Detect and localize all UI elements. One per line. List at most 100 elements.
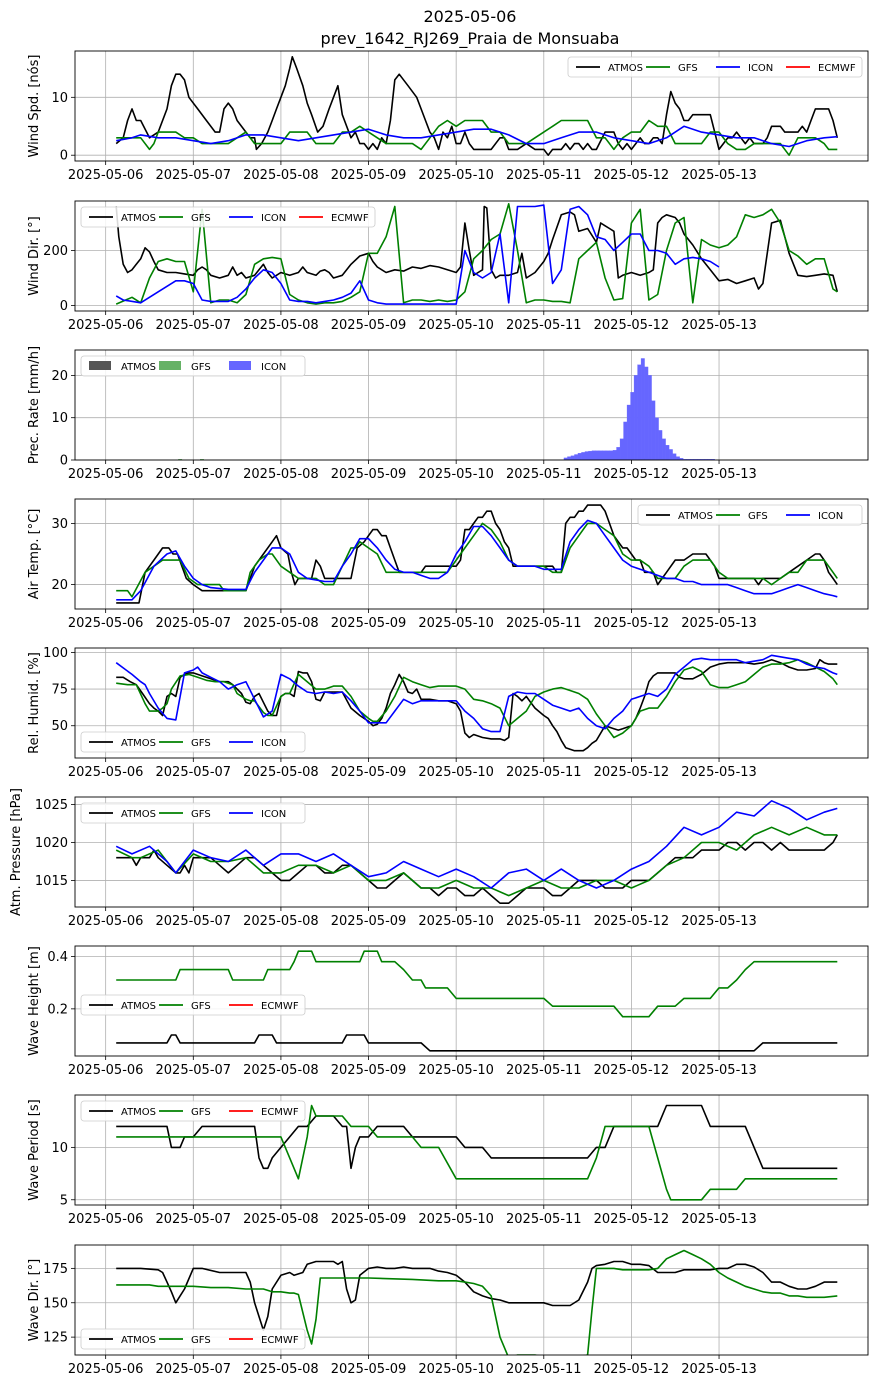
series-line-icon bbox=[116, 125, 838, 148]
x-tick-label: 2025-05-13 bbox=[681, 1063, 757, 1078]
x-tick-label: 2025-05-13 bbox=[681, 168, 757, 183]
legend-label-atmos: ATMOS bbox=[678, 511, 713, 522]
x-tick-label: 2025-05-09 bbox=[331, 318, 407, 333]
legend: ATMOS GFS ICON bbox=[80, 355, 306, 377]
bar-icon bbox=[581, 452, 586, 460]
x-tick-label: 2025-05-06 bbox=[68, 168, 144, 183]
x-tick-label: 2025-05-10 bbox=[418, 467, 494, 482]
x-tick-label: 2025-05-08 bbox=[243, 1362, 319, 1377]
x-tick-label: 2025-05-12 bbox=[594, 1063, 670, 1078]
x-tick-label: 2025-05-08 bbox=[243, 467, 319, 482]
legend-box bbox=[637, 504, 863, 526]
panel-5: 2025-05-06 2025-05-07 2025-05-08 2025-05-09… bbox=[27, 646, 869, 780]
x-tick-label: 2025-05-08 bbox=[243, 765, 319, 780]
figure-title-station: prev_1642_RJ269_Praia de Monsuaba bbox=[321, 29, 620, 49]
series-line-atmos bbox=[116, 504, 838, 604]
bar-icon bbox=[654, 417, 659, 460]
bar-icon bbox=[633, 375, 638, 460]
x-tick-label: 2025-05-08 bbox=[243, 168, 319, 183]
bar-icon bbox=[567, 456, 572, 460]
bar-icon bbox=[626, 404, 631, 460]
legend-label-atmos: ATMOS bbox=[121, 1335, 156, 1346]
bar-icon bbox=[640, 358, 645, 460]
x-tick-label: 2025-05-11 bbox=[506, 467, 582, 482]
axes-frame bbox=[74, 945, 869, 1057]
axes-frame bbox=[74, 1244, 869, 1356]
series-line-gfs bbox=[116, 658, 838, 739]
x-tick-label: 2025-05-11 bbox=[506, 1063, 582, 1078]
legend-label-gfs: GFS bbox=[191, 1335, 211, 1346]
x-tick-label: 2025-05-07 bbox=[156, 1063, 232, 1078]
series-line-gfs bbox=[116, 1249, 838, 1355]
legend-label-icon: ICON bbox=[748, 63, 773, 74]
legend-box bbox=[80, 1100, 306, 1122]
legend-label-ecmwf: ECMWF bbox=[818, 63, 856, 74]
x-tick-label: 2025-05-10 bbox=[418, 1212, 494, 1227]
series-line-atmos bbox=[116, 1260, 838, 1332]
series-line-gfs bbox=[115, 203, 838, 305]
bar-icon bbox=[574, 454, 579, 460]
legend: ATMOS GFS ICON bbox=[637, 504, 863, 526]
x-tick-label: 2025-05-12 bbox=[594, 914, 670, 929]
series-line-icon bbox=[115, 204, 720, 305]
x-tick-label: 2025-05-13 bbox=[681, 467, 757, 482]
panel-2: 2025-05-06 2025-05-07 2025-05-08 2025-05-09… bbox=[27, 200, 869, 333]
legend: ATMOS GFS ICON bbox=[80, 731, 306, 753]
y-axis-label: Wind Spd. [nós] bbox=[27, 55, 42, 158]
legend-label-gfs: GFS bbox=[191, 738, 211, 749]
legend-box bbox=[80, 206, 376, 228]
bar-icon bbox=[595, 450, 600, 460]
x-tick-label: 2025-05-10 bbox=[418, 765, 494, 780]
x-tick-label: 2025-05-09 bbox=[331, 168, 407, 183]
x-tick-label: 2025-05-10 bbox=[418, 1362, 494, 1377]
series-line-atmos bbox=[116, 834, 838, 904]
bar-icon bbox=[577, 453, 582, 460]
legend-label-atmos: ATMOS bbox=[608, 63, 643, 74]
panel-8: 2025-05-06 2025-05-07 2025-05-08 2025-05-09… bbox=[27, 1094, 869, 1227]
legend-label-gfs: GFS bbox=[678, 63, 698, 74]
x-tick-label: 2025-05-06 bbox=[68, 1212, 144, 1227]
legend-box bbox=[80, 1328, 306, 1350]
x-tick-label: 2025-05-12 bbox=[594, 1212, 670, 1227]
x-tick-label: 2025-05-13 bbox=[681, 1362, 757, 1377]
legend-label-ecmwf: ECMWF bbox=[261, 1001, 299, 1012]
series-line-atmos bbox=[116, 658, 838, 752]
bar-icon bbox=[605, 450, 610, 460]
y-axis-label: Rel. Humid. [%] bbox=[27, 652, 42, 754]
panel-7: 2025-05-06 2025-05-07 2025-05-08 2025-05-09… bbox=[27, 945, 869, 1078]
y-tick-label: 50 bbox=[51, 719, 68, 734]
axes-frame bbox=[74, 647, 869, 759]
x-tick-label: 2025-05-06 bbox=[68, 765, 144, 780]
bar-icon bbox=[570, 455, 575, 460]
x-tick-label: 2025-05-08 bbox=[243, 616, 319, 631]
axes-frame bbox=[74, 1094, 869, 1206]
x-tick-label: 2025-05-13 bbox=[681, 318, 757, 333]
legend-box bbox=[80, 994, 306, 1016]
legend-label-atmos: ATMOS bbox=[121, 809, 156, 820]
data-layer bbox=[178, 358, 715, 460]
x-tick-label: 2025-05-07 bbox=[156, 168, 232, 183]
x-tick-label: 2025-05-08 bbox=[243, 318, 319, 333]
legend-swatch-icon bbox=[229, 361, 251, 370]
series-line-atmos bbox=[115, 205, 839, 293]
x-tick-label: 2025-05-09 bbox=[331, 1212, 407, 1227]
x-tick-label: 2025-05-07 bbox=[156, 318, 232, 333]
bar-icon bbox=[584, 451, 589, 460]
x-tick-label: 2025-05-11 bbox=[506, 1362, 582, 1377]
x-tick-label: 2025-05-13 bbox=[681, 914, 757, 929]
series-line-icon bbox=[115, 654, 838, 733]
x-tick-label: 2025-05-12 bbox=[594, 467, 670, 482]
x-tick-label: 2025-05-11 bbox=[506, 765, 582, 780]
y-tick-label: 1025 bbox=[35, 798, 68, 813]
series-line-gfs bbox=[116, 1104, 838, 1201]
x-tick-label: 2025-05-09 bbox=[331, 914, 407, 929]
y-tick-label: 75 bbox=[51, 683, 68, 698]
axes-frame bbox=[74, 498, 869, 610]
y-tick-label: 0.4 bbox=[47, 950, 68, 965]
bar-icon bbox=[619, 438, 624, 460]
y-tick-label: 10 bbox=[51, 411, 68, 426]
x-tick-label: 2025-05-12 bbox=[594, 318, 670, 333]
x-tick-label: 2025-05-13 bbox=[681, 1212, 757, 1227]
legend-label-icon: ICON bbox=[261, 362, 286, 373]
